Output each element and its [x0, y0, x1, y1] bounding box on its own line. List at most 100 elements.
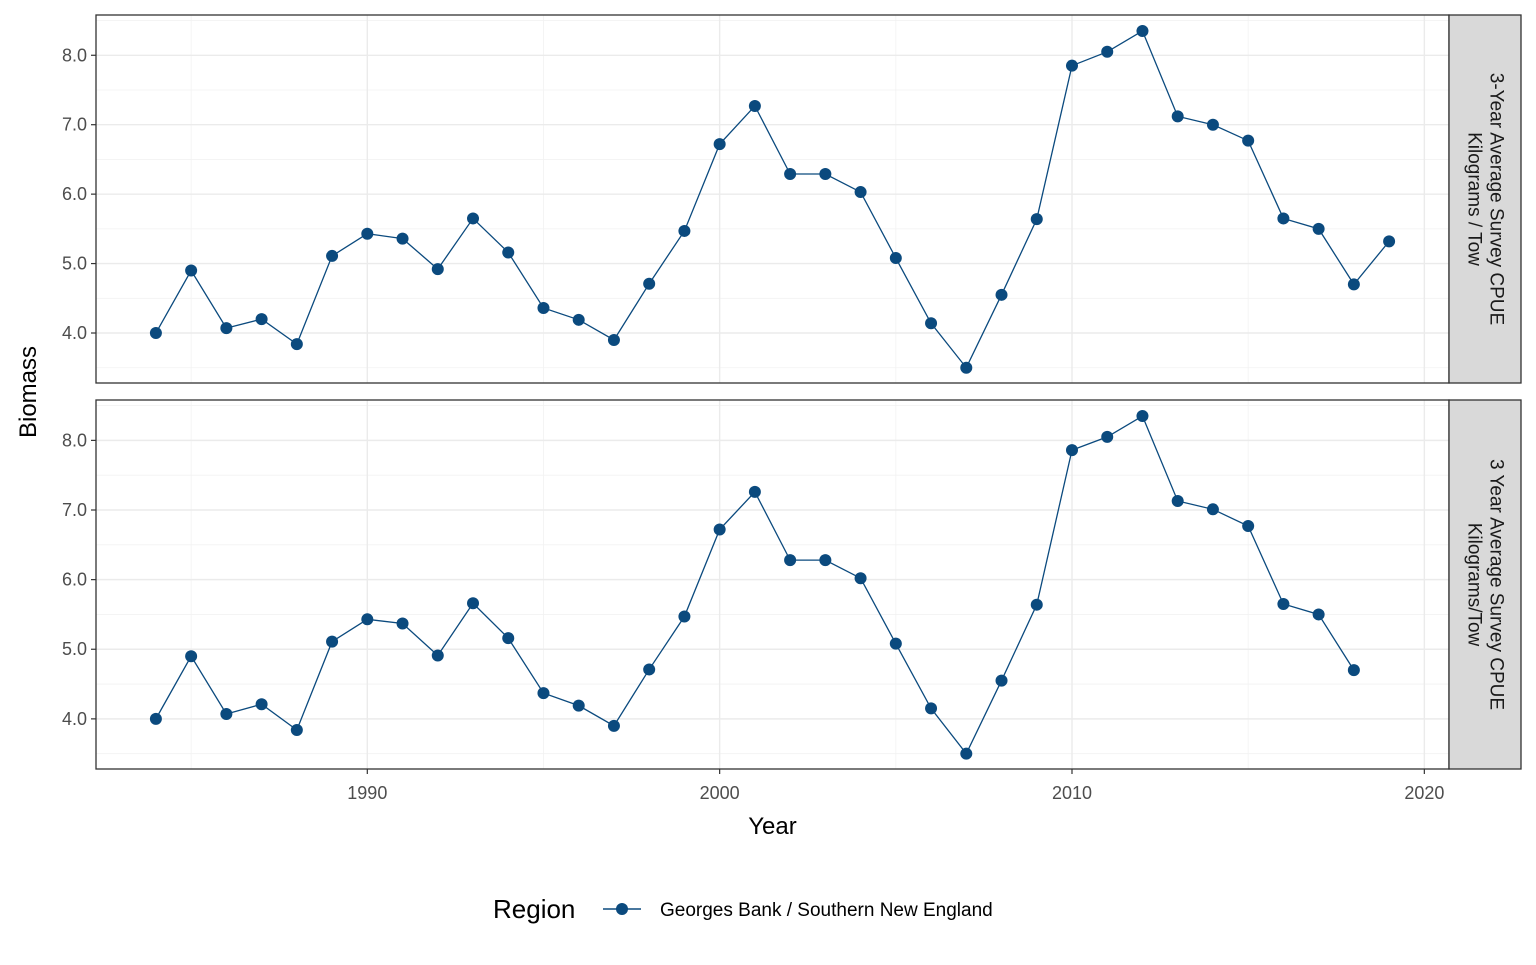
- data-point-panel-1-2017: [1312, 222, 1325, 235]
- data-point-panel-2-2017: [1312, 608, 1325, 621]
- data-point-panel-1-2011: [1101, 45, 1114, 58]
- legend-title: Region: [493, 894, 575, 924]
- data-point-panel-1-2019: [1383, 235, 1396, 248]
- data-point-panel-1-2007: [960, 361, 973, 374]
- y-tick-label: 7.0: [62, 115, 87, 135]
- data-point-panel-2-1989: [326, 635, 339, 648]
- data-point-panel-2-2013: [1171, 494, 1184, 507]
- panel-background-2: [96, 400, 1449, 769]
- data-point-panel-1-1985: [185, 264, 198, 277]
- data-point-panel-2-2012: [1136, 410, 1149, 423]
- data-point-panel-2-2005: [889, 637, 902, 650]
- data-point-panel-1-2014: [1206, 118, 1219, 131]
- data-point-panel-2-2001: [748, 485, 761, 498]
- data-point-panel-1-2006: [925, 317, 938, 330]
- data-point-panel-1-2010: [1065, 59, 1078, 72]
- data-point-panel-1-1986: [220, 322, 233, 335]
- facet-strip-1: [1448, 14, 1522, 384]
- x-tick-label: 2000: [700, 783, 740, 803]
- data-point-panel-2-2018: [1347, 664, 1360, 677]
- x-tick-label: 2020: [1404, 783, 1444, 803]
- data-point-panel-1-1988: [290, 338, 303, 351]
- data-point-panel-2-1993: [467, 597, 480, 610]
- data-point-panel-2-1998: [643, 663, 656, 676]
- data-point-panel-2-2004: [854, 572, 867, 585]
- data-point-panel-2-2002: [784, 554, 797, 567]
- y-tick-label: 8.0: [62, 45, 87, 65]
- data-point-panel-1-2013: [1171, 110, 1184, 123]
- data-point-panel-2-2007: [960, 747, 973, 760]
- data-point-panel-2-2006: [925, 702, 938, 715]
- data-point-panel-1-2003: [819, 168, 832, 181]
- data-point-panel-2-2000: [713, 523, 726, 536]
- y-tick-label: 4.0: [62, 323, 87, 343]
- data-point-panel-2-2009: [1030, 598, 1043, 611]
- x-axis-title: Year: [748, 813, 797, 840]
- data-point-panel-1-1995: [537, 302, 550, 315]
- facet-strip-label: 3 Year Average Survey CPUE: [1486, 459, 1507, 710]
- data-point-panel-1-2016: [1277, 212, 1290, 225]
- data-point-panel-2-1984: [149, 712, 162, 725]
- data-point-panel-2-1992: [431, 649, 444, 662]
- y-tick-label: 5.0: [62, 639, 87, 659]
- data-point-panel-2-1985: [185, 650, 198, 663]
- data-point-panel-1-2004: [854, 186, 867, 199]
- data-point-panel-2-1988: [290, 724, 303, 737]
- x-tick-label: 1990: [347, 783, 387, 803]
- y-tick-label: 7.0: [62, 500, 87, 520]
- data-point-panel-2-1987: [255, 698, 268, 711]
- legend-entry-label: Georges Bank / Southern New England: [660, 900, 993, 921]
- data-point-panel-1-1998: [643, 277, 656, 290]
- data-point-panel-2-1990: [361, 613, 374, 626]
- facet-strip-label: Kilograms / Tow: [1464, 132, 1485, 266]
- data-point-panel-2-1999: [678, 610, 691, 623]
- data-point-panel-1-2009: [1030, 213, 1043, 226]
- data-point-panel-1-1997: [607, 333, 620, 346]
- y-axis-title: Biomass: [15, 346, 42, 438]
- y-tick-label: 6.0: [62, 570, 87, 590]
- y-tick-label: 5.0: [62, 254, 87, 274]
- data-point-panel-1-2000: [713, 138, 726, 151]
- facet-strip-label: 3-Year Average Survey CPUE: [1486, 73, 1507, 325]
- data-point-panel-1-2015: [1242, 134, 1255, 147]
- data-point-panel-1-1991: [396, 232, 409, 245]
- legend-key-point: [616, 903, 628, 915]
- data-point-panel-1-1993: [467, 212, 480, 225]
- data-point-panel-2-2010: [1065, 444, 1078, 457]
- y-tick-label: 8.0: [62, 430, 87, 450]
- facet-strip-2: [1448, 399, 1522, 770]
- data-point-panel-2-1996: [572, 699, 585, 712]
- facet-strip-label: Kilograms/Tow: [1464, 523, 1485, 647]
- data-point-panel-2-1991: [396, 617, 409, 630]
- data-point-panel-1-1996: [572, 313, 585, 326]
- data-point-panel-1-2018: [1347, 278, 1360, 291]
- data-point-panel-2-1997: [607, 719, 620, 732]
- data-point-panel-2-2015: [1242, 520, 1255, 533]
- y-tick-label: 4.0: [62, 709, 87, 729]
- data-point-panel-1-2001: [748, 99, 761, 112]
- data-point-panel-2-2008: [995, 674, 1008, 687]
- data-point-panel-1-1989: [326, 249, 339, 262]
- data-point-panel-1-1984: [149, 327, 162, 340]
- data-point-panel-2-1995: [537, 687, 550, 700]
- y-tick-label: 6.0: [62, 184, 87, 204]
- x-tick-label: 2010: [1052, 783, 1092, 803]
- data-point-panel-2-2011: [1101, 430, 1114, 443]
- data-point-panel-2-2014: [1206, 503, 1219, 516]
- data-point-panel-2-1986: [220, 707, 233, 720]
- data-point-panel-1-2012: [1136, 24, 1149, 37]
- data-point-panel-1-1992: [431, 263, 444, 276]
- panel-background-1: [96, 15, 1449, 383]
- data-point-panel-2-2016: [1277, 597, 1290, 610]
- data-point-panel-2-1994: [502, 632, 515, 645]
- series-line-panel-1: [155, 30, 1390, 369]
- data-point-panel-1-2002: [784, 168, 797, 181]
- data-point-panel-1-1999: [678, 224, 691, 237]
- data-point-panel-1-1990: [361, 227, 374, 240]
- data-point-panel-1-1987: [255, 313, 268, 326]
- data-point-panel-1-2005: [889, 252, 902, 265]
- data-point-panel-1-2008: [995, 288, 1008, 301]
- data-point-panel-2-2003: [819, 554, 832, 567]
